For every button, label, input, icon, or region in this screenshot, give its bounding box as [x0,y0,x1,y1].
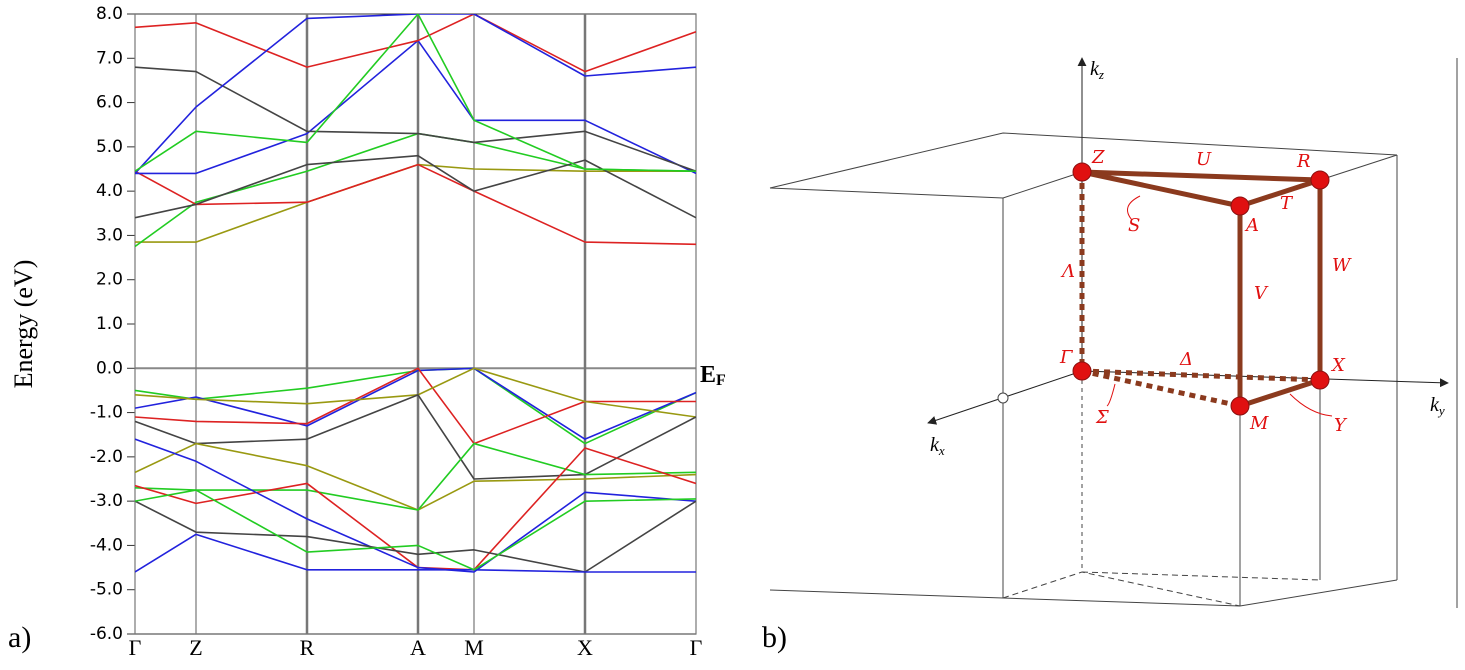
box-edge [1081,571,1321,581]
axis-label: kz [1090,58,1104,82]
bands [135,14,696,573]
y-tick-label: -5.0 [90,580,123,600]
box-edge [1002,571,1241,607]
y-tick-label: 7.0 [96,48,123,68]
band [135,489,696,571]
band [135,367,696,418]
point-a [1230,196,1250,216]
brillouin-zone: Z R A Γ X M U S T W Λ V Δ Σ Y kz ky kx [769,57,1458,608]
plane-edge [769,132,1398,189]
path-s [1081,169,1241,209]
box-edge [1319,154,1398,181]
y-tick-label: 8.0 [96,4,123,24]
path-label: Δ [1179,349,1193,370]
band [135,394,696,480]
point-r [1310,170,1330,190]
x-tick-label: Γ [690,635,703,660]
path-label: Σ [1095,407,1109,428]
x-tick-label: X [577,635,593,660]
y-tick-label: 3.0 [96,225,123,245]
y-axis-label: Energy (eV) [9,260,38,389]
plot-area: -6.0 -5.0 -4.0 -3.0 -2.0 -1.0 0.0 1.0 2.0 3.0 4.0 5… [90,4,703,660]
box-edge [1002,171,1083,199]
point-x [1310,370,1330,390]
box-edge [769,187,1004,199]
panel-label: b) [762,621,787,654]
panel-label: a) [8,621,31,654]
path-sigma [1081,368,1241,409]
origin-image [997,392,1009,404]
point-label: R [1296,151,1311,172]
path-delta [1081,368,1321,383]
point-m [1230,396,1250,416]
axis-label-sub: y [1437,403,1445,418]
y-tick-label: -4.0 [90,535,123,555]
point-label: M [1249,413,1269,434]
leader [1127,195,1141,221]
band [135,14,696,73]
path-label: T [1280,193,1294,214]
axis-label: kx [930,434,945,458]
y-tick-label: 1.0 [96,314,123,334]
path-label: Λ [1060,261,1075,282]
fermi-subscript: F [716,372,726,389]
y-tick-label: -1.0 [90,403,123,423]
band [135,66,696,172]
x-tick-label: A [410,635,426,660]
y-tick-label: 6.0 [96,93,123,113]
leader [1106,383,1116,407]
point-z [1072,162,1092,182]
ky-axis [1081,370,1449,388]
path-label: S [1128,215,1140,236]
y-tick-label: 5.0 [96,137,123,157]
band [135,438,696,573]
path-t [1239,177,1321,209]
y-tick-label: -6.0 [90,624,123,644]
axis-label-text: k [1090,58,1100,80]
band [135,14,696,173]
path-label: W [1332,255,1352,276]
path-label: V [1254,283,1269,304]
point-label: Γ [1059,347,1074,368]
band [135,367,696,440]
point-gamma [1072,361,1092,381]
path-y [1239,377,1321,409]
axis-label-text: k [930,434,940,456]
band [135,14,696,174]
y-tick-label: 2.0 [96,270,123,290]
x-tick-label: Γ [129,635,142,660]
point-label: A [1244,215,1259,236]
point-label: X [1330,355,1346,376]
band [135,132,696,248]
path-u [1081,169,1321,183]
x-tick-label: M [464,635,484,660]
band [135,500,696,573]
band [135,533,696,573]
band [135,163,696,246]
fermi-label: EF [700,362,726,389]
band [135,154,696,219]
axis-label-sub: x [938,443,945,458]
point-label: Z [1091,147,1105,168]
path-label: Y [1334,415,1348,436]
axis-label: ky [1430,394,1445,418]
axis-label-sub: z [1098,67,1104,82]
y-tick-label: -2.0 [90,447,123,467]
leader [1289,393,1333,417]
path-label: U [1196,149,1212,170]
y-tick-label: 0.0 [96,358,123,378]
box-edge [769,579,1398,607]
x-tick-label: R [300,635,315,660]
y-tick-label: 4.0 [96,181,123,201]
fermi-text: E [700,362,716,388]
y-tick-label: -3.0 [90,491,123,511]
band [135,39,696,175]
axis-label-text: k [1430,394,1440,416]
x-tick-label: Z [189,635,202,660]
